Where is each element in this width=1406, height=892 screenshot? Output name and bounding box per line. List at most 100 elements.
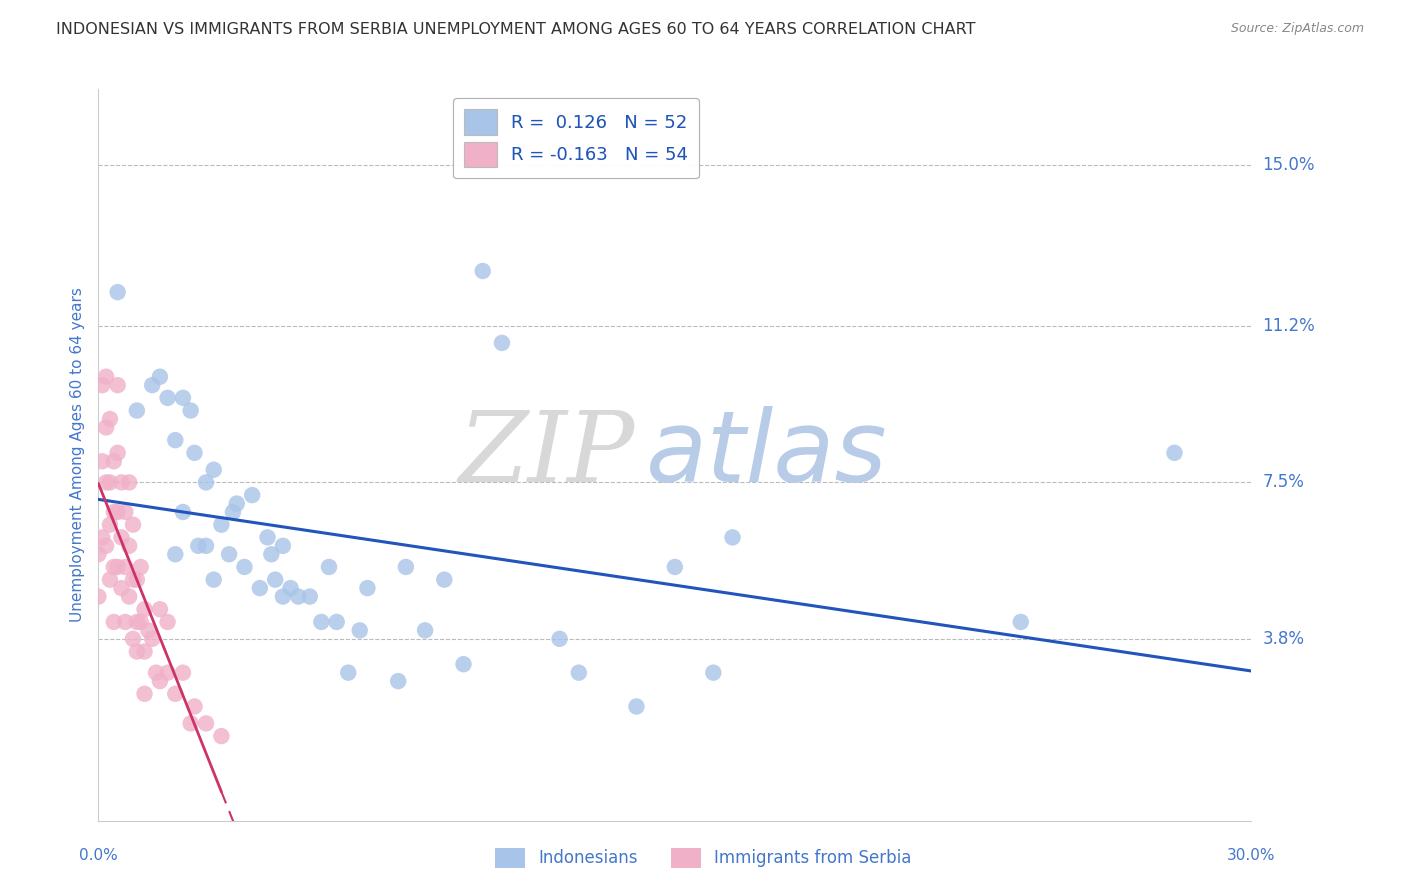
Point <box>195 475 218 490</box>
Point <box>387 674 409 689</box>
Point <box>149 674 172 689</box>
Point <box>337 665 360 680</box>
Point <box>98 517 121 532</box>
Point <box>471 264 494 278</box>
Point <box>107 560 129 574</box>
Point <box>187 539 209 553</box>
Point <box>107 505 129 519</box>
Point <box>271 590 294 604</box>
Point <box>107 446 129 460</box>
Point <box>107 378 129 392</box>
Point <box>195 716 218 731</box>
Point <box>218 547 240 561</box>
Point <box>165 687 187 701</box>
Point <box>87 547 110 561</box>
Point <box>94 475 117 490</box>
Text: ZIP: ZIP <box>458 408 634 502</box>
Point <box>156 615 179 629</box>
Point <box>256 530 278 544</box>
Point <box>134 687 156 701</box>
Point <box>280 581 302 595</box>
Point <box>183 446 205 460</box>
Point <box>141 632 163 646</box>
Point <box>180 403 202 417</box>
Point <box>209 517 232 532</box>
Text: 11.2%: 11.2% <box>1263 317 1315 335</box>
Point <box>318 560 340 574</box>
Point <box>138 624 160 638</box>
Point <box>491 335 513 350</box>
Point <box>180 716 202 731</box>
Point <box>122 632 145 646</box>
Point <box>311 615 333 629</box>
Point <box>122 517 145 532</box>
Point <box>222 505 245 519</box>
Point <box>103 454 125 468</box>
Point <box>664 560 686 574</box>
Point <box>165 433 187 447</box>
Point <box>129 560 152 574</box>
Point <box>233 560 256 574</box>
Text: Source: ZipAtlas.com: Source: ZipAtlas.com <box>1230 22 1364 36</box>
Point <box>118 590 141 604</box>
Point <box>413 624 436 638</box>
Legend: Indonesians, Immigrants from Serbia: Indonesians, Immigrants from Serbia <box>488 841 918 875</box>
Point <box>225 497 247 511</box>
Point <box>298 590 321 604</box>
Point <box>91 530 114 544</box>
Point <box>110 475 132 490</box>
Point <box>156 665 179 680</box>
Point <box>249 581 271 595</box>
Point <box>110 530 132 544</box>
Point <box>125 403 148 417</box>
Point <box>94 369 117 384</box>
Point <box>202 573 225 587</box>
Point <box>107 285 129 300</box>
Point <box>91 378 114 392</box>
Point <box>134 602 156 616</box>
Point <box>325 615 347 629</box>
Point <box>145 665 167 680</box>
Point <box>114 505 136 519</box>
Point <box>149 369 172 384</box>
Point <box>702 665 724 680</box>
Point <box>125 615 148 629</box>
Point <box>172 505 194 519</box>
Point <box>395 560 418 574</box>
Y-axis label: Unemployment Among Ages 60 to 64 years: Unemployment Among Ages 60 to 64 years <box>69 287 84 623</box>
Point <box>98 475 121 490</box>
Point <box>264 573 287 587</box>
Point <box>125 644 148 658</box>
Point <box>195 539 218 553</box>
Point <box>183 699 205 714</box>
Point <box>98 412 121 426</box>
Point <box>240 488 263 502</box>
Text: 15.0%: 15.0% <box>1263 156 1315 174</box>
Text: atlas: atlas <box>647 407 887 503</box>
Point <box>118 539 141 553</box>
Point <box>721 530 744 544</box>
Point <box>271 539 294 553</box>
Point <box>134 644 156 658</box>
Point <box>141 378 163 392</box>
Point <box>87 590 110 604</box>
Point <box>568 665 591 680</box>
Point <box>202 463 225 477</box>
Point <box>125 573 148 587</box>
Point <box>91 454 114 468</box>
Point <box>103 560 125 574</box>
Point <box>349 624 371 638</box>
Point <box>149 602 172 616</box>
Point <box>103 505 125 519</box>
Text: 0.0%: 0.0% <box>79 848 118 863</box>
Point <box>453 657 475 672</box>
Point <box>1010 615 1032 629</box>
Point <box>122 573 145 587</box>
Point <box>118 475 141 490</box>
Point <box>356 581 378 595</box>
Point <box>433 573 456 587</box>
Point <box>548 632 571 646</box>
Point <box>98 573 121 587</box>
Text: 30.0%: 30.0% <box>1227 848 1275 863</box>
Point <box>94 420 117 434</box>
